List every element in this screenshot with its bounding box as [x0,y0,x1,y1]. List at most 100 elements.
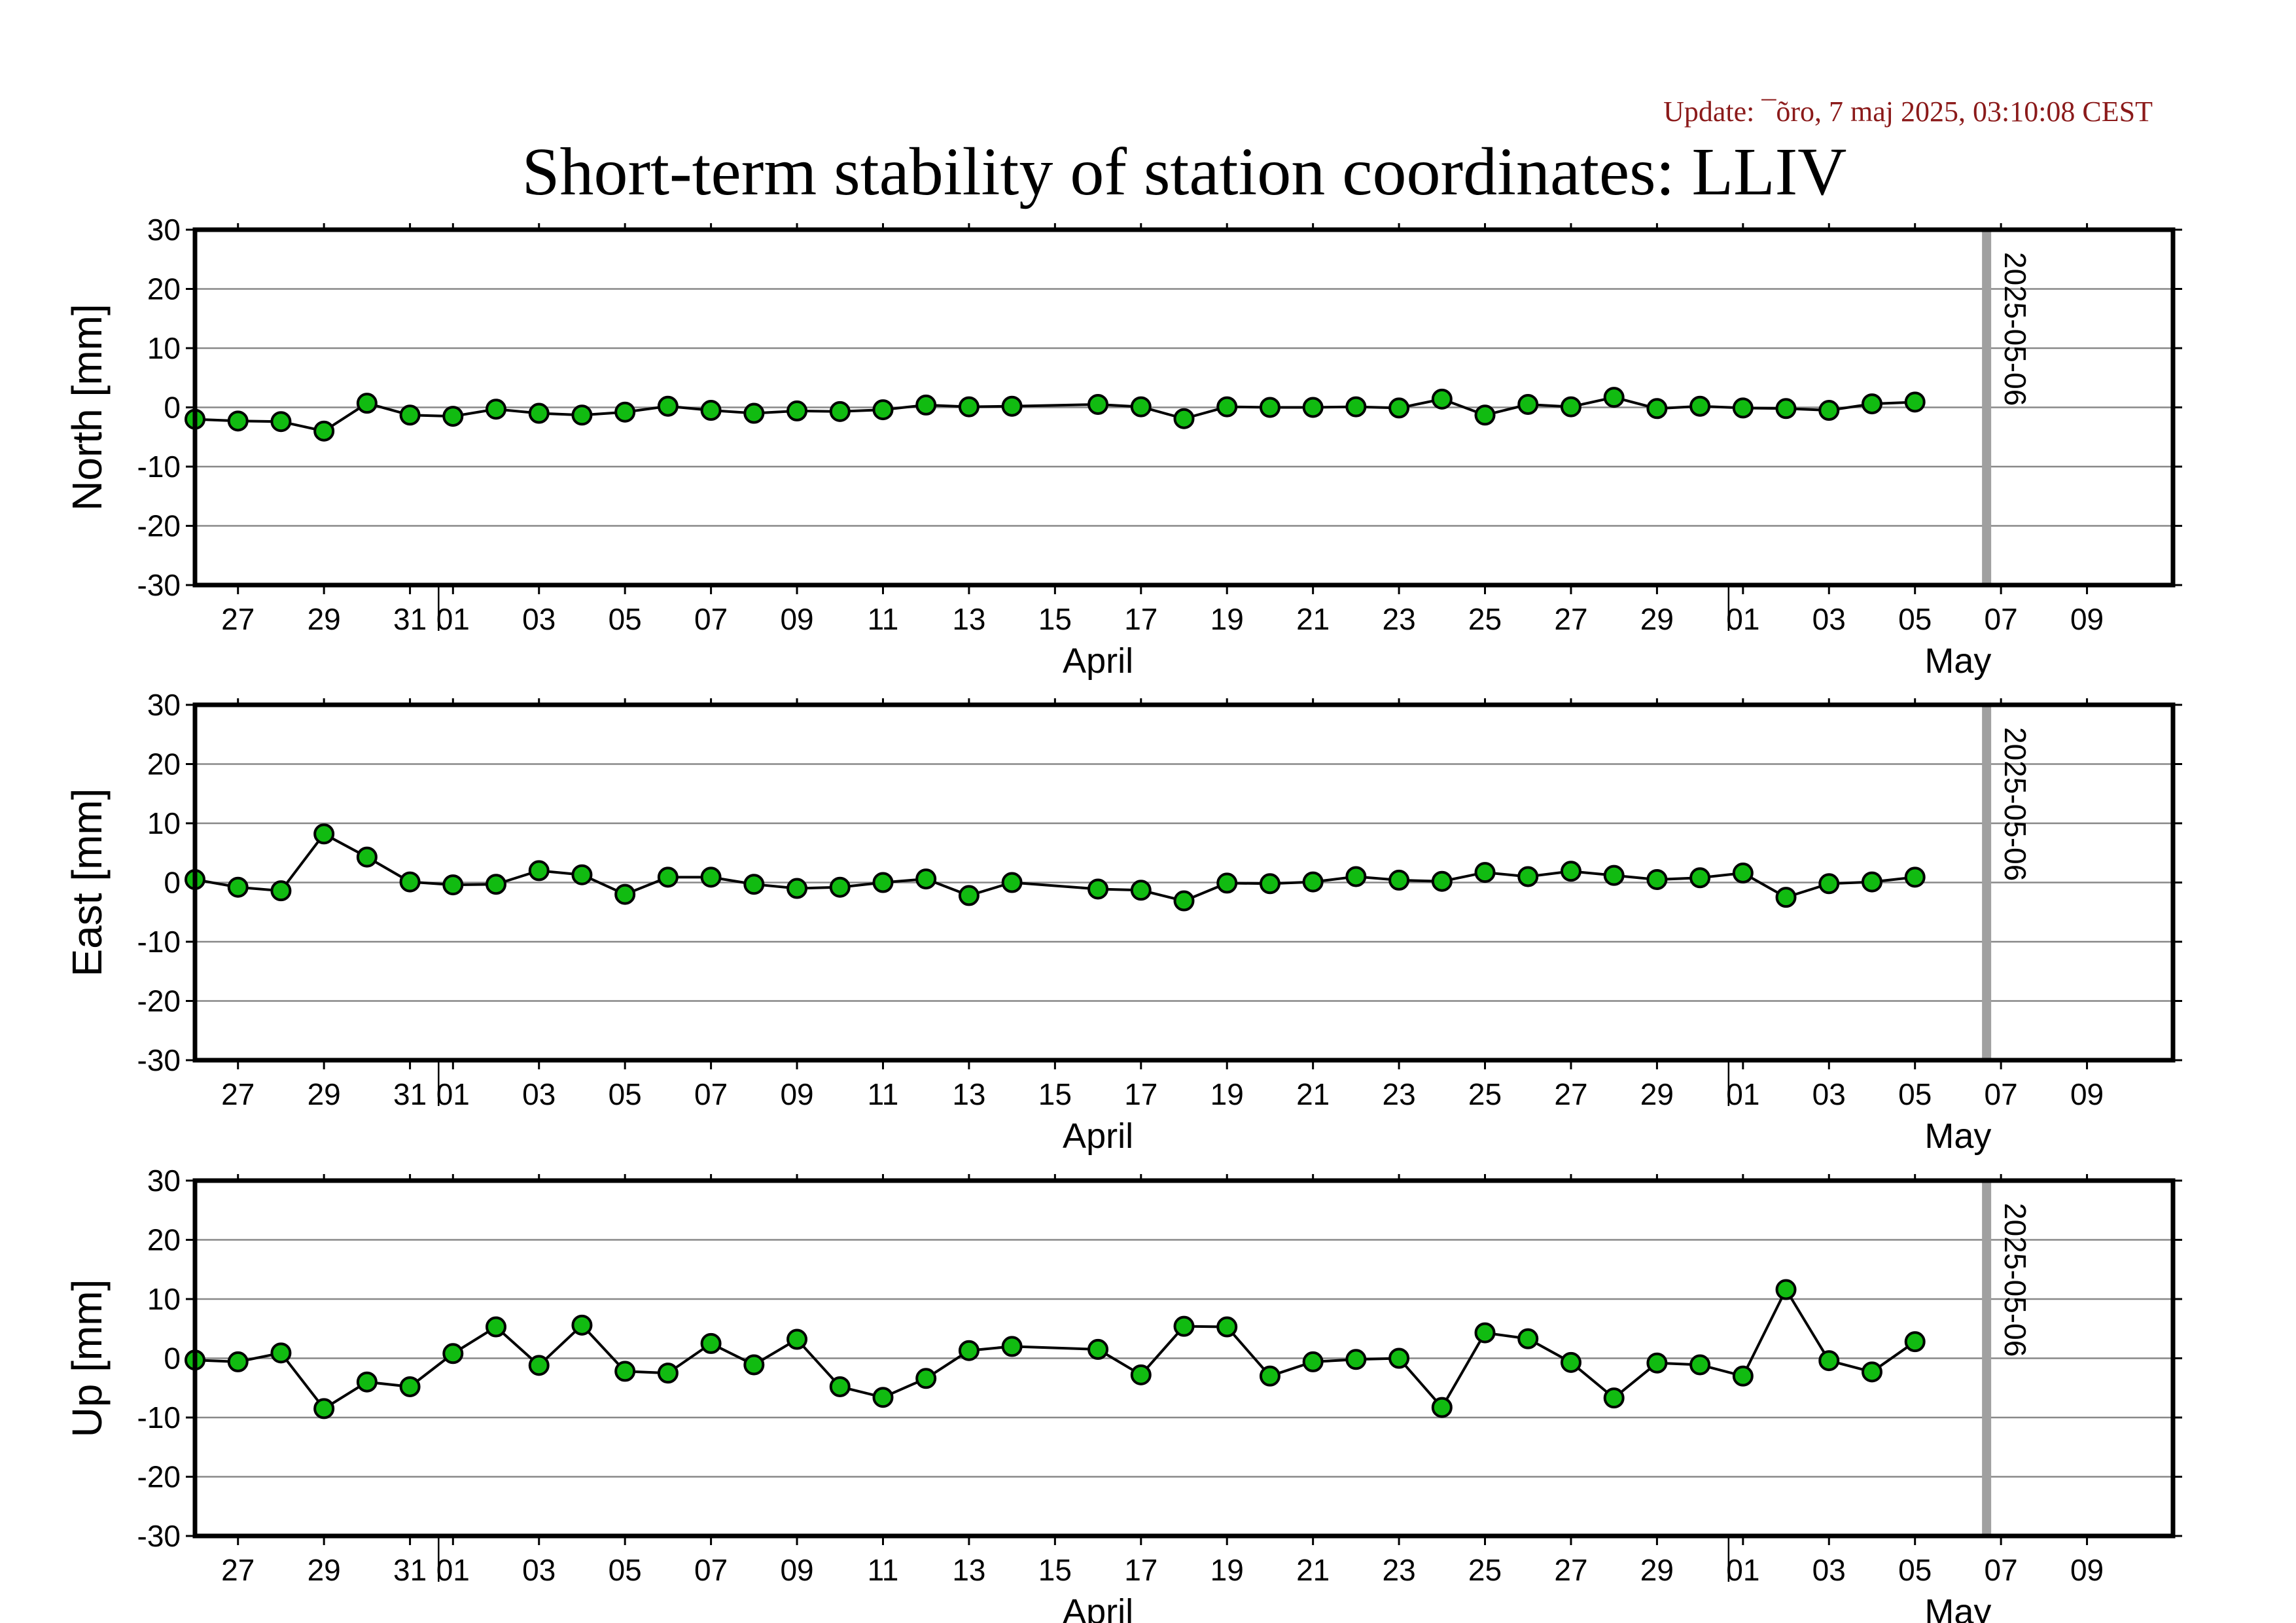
data-point [1130,396,1152,418]
data-point [614,401,636,423]
data-point [1216,396,1238,418]
data-point [270,880,292,902]
data-point [915,1368,937,1389]
x-tick-label: 01 [1726,1077,1759,1111]
data-point [614,883,636,905]
x-tick-label: 19 [1210,602,1244,636]
x-tick-label: 01 [436,602,470,636]
data-point [958,885,980,906]
month-label: May [1924,641,1991,681]
x-tick-label: 27 [221,1077,255,1111]
x-tick-label: 23 [1383,1077,1416,1111]
x-tick-label: 11 [868,1077,899,1111]
data-point [1689,1354,1711,1376]
x-tick-label: 03 [522,1553,556,1587]
x-tick-label: 31 [393,1077,427,1111]
data-point [657,395,679,417]
y-axis-label: East [mm] [63,788,111,976]
x-tick-label: 01 [436,1077,470,1111]
data-point [528,402,550,424]
y-tick-label: -10 [137,450,181,484]
x-tick-label: 13 [952,1553,985,1587]
data-point [227,1351,249,1372]
data-point [915,394,937,416]
data-point [1087,878,1109,900]
data-point [786,878,808,899]
data-point [313,1398,335,1419]
data-point [1474,404,1496,426]
x-tick-label: 01 [1726,1553,1759,1587]
data-point [1302,397,1324,418]
x-tick-label: 19 [1210,1553,1244,1587]
y-tick-label: -10 [137,1400,181,1435]
current-date-label: 2025-05-06 [1998,1203,2032,1357]
x-tick-label: 07 [1985,1553,2018,1587]
data-point [486,399,507,420]
data-point [743,402,765,424]
data-point [486,874,507,895]
data-point [1173,890,1195,912]
x-tick-label: 05 [1898,1553,1932,1587]
x-tick-label: 13 [952,602,985,636]
current-date-label: 2025-05-06 [1998,727,2032,881]
data-point [1517,393,1539,415]
data-point [356,1371,378,1393]
y-tick-label: 10 [147,331,181,365]
x-tick-label: 27 [1554,602,1587,636]
data-point [1302,871,1324,893]
x-tick-label: 11 [868,1553,899,1587]
data-point [1775,398,1797,419]
data-point [786,400,808,421]
y-tick-label: 10 [147,806,181,840]
data-point [571,1314,593,1336]
data-point [356,846,378,868]
x-tick-label: 03 [1812,602,1846,636]
data-point [1474,862,1496,883]
data-point [571,864,593,885]
data-point [1173,1315,1195,1337]
x-tick-label: 29 [308,1553,341,1587]
x-tick-label: 07 [1985,602,2018,636]
data-point [1345,396,1367,418]
data-point [1345,866,1367,887]
y-tick-label: 20 [147,747,181,781]
data-point [1861,393,1882,415]
x-tick-label: 07 [694,1077,728,1111]
data-point [872,872,894,893]
data-point [1732,397,1754,419]
data-point [1216,872,1238,894]
month-label: April [1063,1592,1133,1623]
plot-frame [192,227,2176,588]
data-point [829,401,851,422]
x-tick-label: 29 [308,602,341,636]
data-point [1216,1316,1238,1338]
data-point [829,1376,851,1397]
x-tick-label: 15 [1038,1553,1072,1587]
y-tick-label: 20 [147,1223,181,1257]
data-point [786,1329,808,1350]
data-point [399,404,421,426]
y-axis-label: North [mm] [63,304,111,510]
data-point [1173,408,1195,429]
y-tick-label: 10 [147,1282,181,1316]
y-tick-label: 30 [147,213,181,247]
data-point [399,1376,421,1397]
data-point [1259,873,1280,895]
x-tick-label: 31 [393,1553,427,1587]
data-point [1646,398,1668,419]
y-axis-label: Up [mm] [63,1279,111,1438]
x-tick-label: 05 [1898,602,1932,636]
update-timestamp: Update: ¯õro, 7 maj 2025, 03:10:08 CEST [1663,96,2153,128]
x-tick-label: 19 [1210,1077,1244,1111]
data-point [1431,870,1453,892]
data-point [528,1355,550,1376]
data-point [1001,1336,1023,1357]
x-tick-label: 27 [221,1553,255,1587]
data-point [700,400,722,421]
data-point [1603,1387,1625,1409]
x-tick-label: 21 [1296,602,1330,636]
data-point [270,411,292,433]
x-tick-label: 03 [1812,1077,1846,1111]
